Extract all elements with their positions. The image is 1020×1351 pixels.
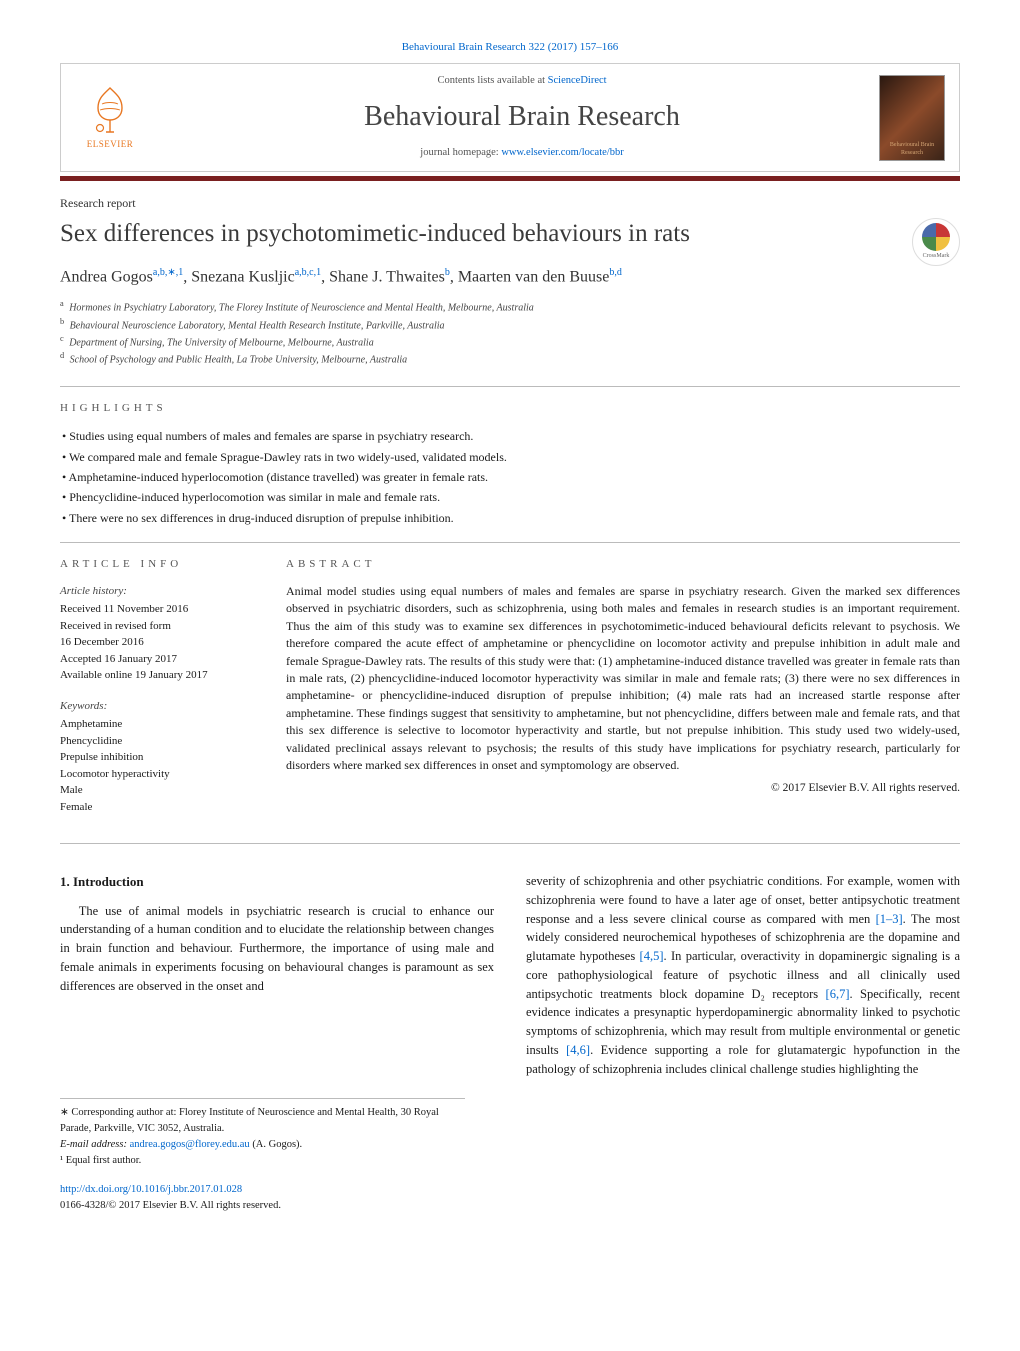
journal-cover-thumbnail: Behavioural Brain Research	[879, 75, 945, 161]
divider	[60, 386, 960, 387]
journal-header-center: Contents lists available at ScienceDirec…	[165, 74, 879, 161]
author-email-link[interactable]: andrea.gogos@florey.edu.au	[130, 1139, 250, 1150]
citation-ref[interactable]: [4,6]	[566, 1043, 590, 1057]
journal-header-bar: ELSEVIER Contents lists available at Sci…	[60, 63, 960, 172]
crossmark-label: CrossMark	[923, 252, 950, 260]
article-info-column: ARTICLE INFO Article history: Received 1…	[60, 557, 250, 829]
body-text: . Evidence supporting a role for glutama…	[526, 1043, 960, 1076]
article-info-heading: ARTICLE INFO	[60, 557, 250, 572]
email-line: E-mail address: andrea.gogos@florey.edu.…	[60, 1137, 465, 1153]
abstract-heading: ABSTRACT	[286, 557, 960, 573]
keywords-label: Keywords:	[60, 698, 250, 715]
highlights-list: Studies using equal numbers of males and…	[60, 426, 960, 528]
citation-ref[interactable]: [6,7]	[826, 987, 850, 1001]
highlight-item: Studies using equal numbers of males and…	[62, 426, 960, 446]
intro-paragraph-1: The use of animal models in psychiatric …	[60, 902, 494, 996]
article-type-label: Research report	[60, 195, 960, 212]
abstract-text: Animal model studies using equal numbers…	[286, 583, 960, 774]
body-column-left: 1. Introduction The use of animal models…	[60, 872, 494, 1078]
divider	[60, 542, 960, 543]
highlights-section: HIGHLIGHTS Studies using equal numbers o…	[60, 401, 960, 528]
highlight-item: Phencyclidine-induced hyperlocomotion wa…	[62, 487, 960, 507]
corresponding-author-note: ∗ Corresponding author at: Florey Instit…	[60, 1105, 465, 1137]
elsevier-tree-icon	[86, 84, 134, 136]
history-lines: Received 11 November 2016Received in rev…	[60, 601, 250, 684]
citation-ref[interactable]: [1–3]	[876, 912, 903, 926]
sciencedirect-link[interactable]: ScienceDirect	[548, 75, 607, 86]
doi-link[interactable]: http://dx.doi.org/10.1016/j.bbr.2017.01.…	[60, 1184, 242, 1195]
elsevier-name: ELSEVIER	[87, 138, 134, 151]
intro-heading: 1. Introduction	[60, 872, 494, 892]
keywords-lines: AmphetaminePhencyclidinePrepulse inhibit…	[60, 716, 250, 815]
body-columns: 1. Introduction The use of animal models…	[60, 872, 960, 1078]
highlight-item: There were no sex differences in drug-in…	[62, 508, 960, 528]
cover-label: Behavioural Brain Research	[880, 139, 944, 160]
highlight-item: We compared male and female Sprague-Dawl…	[62, 447, 960, 467]
contents-line: Contents lists available at ScienceDirec…	[165, 74, 879, 89]
highlight-item: Amphetamine-induced hyperlocomotion (dis…	[62, 467, 960, 487]
issn-copyright: 0166-4328/© 2017 Elsevier B.V. All right…	[60, 1200, 281, 1211]
article-title: Sex differences in psychotomimetic-induc…	[60, 218, 690, 249]
citation-ref[interactable]: [4,5]	[640, 949, 664, 963]
citation-link[interactable]: Behavioural Brain Research 322 (2017) 15…	[402, 41, 619, 53]
body-column-right: severity of schizophrenia and other psyc…	[526, 872, 960, 1078]
keywords-block: Keywords: AmphetaminePhencyclidinePrepul…	[60, 698, 250, 816]
elsevier-logo: ELSEVIER	[75, 78, 145, 158]
journal-name: Behavioural Brain Research	[165, 97, 879, 136]
highlights-heading: HIGHLIGHTS	[60, 401, 960, 416]
affiliations: a Hormones in Psychiatry Laboratory, The…	[60, 298, 960, 367]
footnotes: ∗ Corresponding author at: Florey Instit…	[60, 1098, 465, 1168]
info-abstract-row: ARTICLE INFO Article history: Received 1…	[60, 557, 960, 829]
equal-contribution-note: ¹ Equal first author.	[60, 1153, 465, 1169]
email-suffix: (A. Gogos).	[250, 1139, 303, 1150]
history-label: Article history:	[60, 583, 250, 600]
authors-line: Andrea Gogosa,b,∗,1, Snezana Kusljica,b,…	[60, 266, 960, 289]
intro-paragraph-2: severity of schizophrenia and other psyc…	[526, 872, 960, 1078]
abstract-column: ABSTRACT Animal model studies using equa…	[286, 557, 960, 829]
doi-block: http://dx.doi.org/10.1016/j.bbr.2017.01.…	[60, 1182, 960, 1214]
article-history-block: Article history: Received 11 November 20…	[60, 583, 250, 684]
email-label: E-mail address:	[60, 1139, 130, 1150]
homepage-link[interactable]: www.elsevier.com/locate/bbr	[501, 147, 623, 158]
contents-prefix: Contents lists available at	[437, 75, 547, 86]
crossmark-badge[interactable]: CrossMark	[912, 218, 960, 266]
crossmark-icon	[922, 223, 950, 251]
divider	[60, 843, 960, 844]
homepage-prefix: journal homepage:	[420, 147, 501, 158]
abstract-copyright: © 2017 Elsevier B.V. All rights reserved…	[286, 780, 960, 797]
title-divider	[60, 176, 960, 181]
homepage-line: journal homepage: www.elsevier.com/locat…	[165, 146, 879, 161]
title-row: Sex differences in psychotomimetic-induc…	[60, 218, 960, 266]
header-citation: Behavioural Brain Research 322 (2017) 15…	[60, 40, 960, 55]
